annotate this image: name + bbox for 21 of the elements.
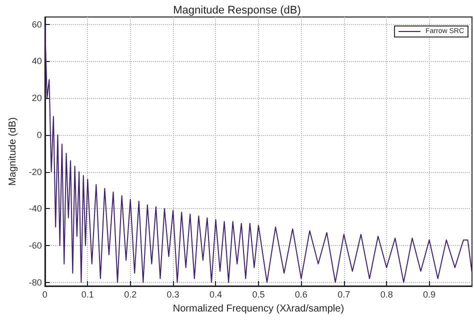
- x-tick-label: 0.7: [338, 290, 350, 300]
- y-tick-label: -60: [28, 240, 42, 250]
- y-tick-label: -40: [28, 204, 42, 214]
- y-tick-label: -80: [28, 277, 42, 288]
- y-tick-label: 0: [36, 130, 42, 140]
- y-tick-label: 60: [32, 19, 42, 30]
- y-tick-label: 20: [32, 93, 42, 104]
- y-tick-label: -20: [28, 166, 42, 177]
- x-tick-label: 0.3: [166, 290, 180, 300]
- x-tick-label: 0.9: [423, 290, 436, 300]
- y-axis-title: Magnitude (dB): [8, 117, 18, 186]
- x-tick-label: 0.2: [124, 290, 137, 300]
- x-tick-label: 0.5: [252, 290, 265, 300]
- chart-title: Magnitude Response (dB): [173, 4, 301, 16]
- y-tick-label: 40: [32, 56, 42, 66]
- x-axis-title: Normalized Frequency (Xλrad/sample): [172, 303, 344, 314]
- x-tick-label: 0.6: [294, 290, 308, 300]
- x-tick-label: 0.4: [209, 290, 222, 300]
- x-tick-label: 0.1: [81, 290, 94, 300]
- x-tick-label: 0.8: [380, 290, 393, 300]
- line-series: [44, 24, 472, 283]
